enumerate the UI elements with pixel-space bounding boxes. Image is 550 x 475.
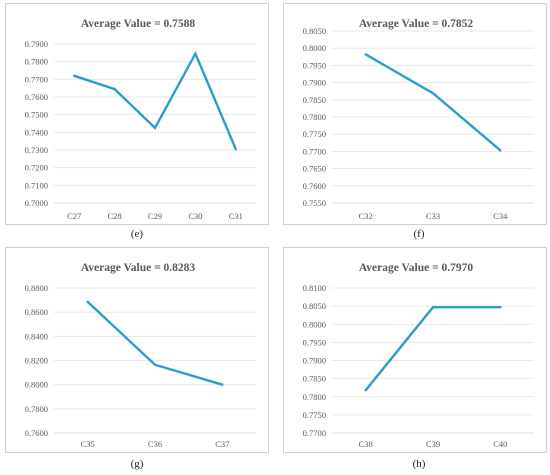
y-tick-label: 0.8800	[25, 283, 48, 293]
chart-panel-e: Average Value = 0.7588 0.7000 0.7100 0.7200…	[5, 3, 269, 225]
y-tick-label: 0.7550	[303, 198, 326, 208]
chart-panel-g: Average Value = 0.8283 0.7600 0.7800 0.8000…	[5, 247, 269, 453]
chart-panel-h: Average Value = 0.7970 0.7700 0.7750 0.7800…	[283, 247, 547, 453]
series-line	[364, 306, 501, 391]
y-tick-label: 0.8000	[25, 380, 48, 390]
y-tick-label: 0.7650	[303, 164, 326, 174]
y-tick-label: 0.8100	[303, 283, 326, 293]
data-point	[113, 87, 116, 91]
caption-f: (f)	[413, 228, 425, 240]
y-tick-label: 0.7600	[303, 181, 326, 191]
y-tick-label: 0.7800	[303, 392, 326, 402]
y-tick-label: 0.7850	[303, 95, 326, 105]
data-point	[153, 363, 157, 366]
x-tick-label: C28	[108, 211, 122, 221]
caption-h: (h)	[412, 458, 426, 470]
x-tick-label: C32	[359, 211, 373, 221]
data-point	[364, 389, 367, 392]
y-tick-label: 0.7700	[303, 428, 326, 438]
data-point	[499, 149, 502, 152]
series-line	[73, 50, 237, 150]
x-tick-label: C29	[148, 211, 162, 221]
y-tick-label: 0.7700	[25, 74, 48, 84]
y-tick-label: 0.8050	[303, 26, 326, 36]
x-tick-label: C39	[426, 439, 440, 449]
data-point	[194, 52, 197, 55]
y-tick-label: 0.7800	[25, 57, 48, 67]
series-line	[86, 301, 223, 386]
data-point	[431, 92, 435, 95]
y-tick-label: 0.7000	[25, 198, 48, 208]
line-chart: Average Value = 0.7588 0.7000 0.7100 0.7200…	[25, 18, 256, 221]
x-tick-label: C35	[81, 439, 95, 449]
y-tick-label: 0.7800	[25, 404, 48, 414]
series-line	[365, 53, 502, 152]
x-tick-label: C30	[188, 211, 202, 221]
chart-title: Average Value = 0.7852	[359, 18, 474, 30]
data-point	[221, 383, 224, 386]
y-tick-label: 0.7400	[25, 127, 48, 137]
caption-g: (g)	[130, 458, 144, 470]
y-tick-label: 0.7300	[25, 145, 48, 155]
caption-e: (e)	[130, 228, 144, 240]
y-tick-label: 0.7900	[303, 356, 326, 366]
line-chart: Average Value = 0.8283 0.7600 0.7800 0.8000…	[25, 262, 256, 449]
y-tick-label: 0.7750	[303, 410, 326, 420]
x-tick-label: C40	[493, 439, 507, 449]
y-tick-label: 0.7100	[25, 180, 48, 190]
data-point	[431, 306, 435, 309]
y-tick-label: 0.7950	[303, 60, 326, 70]
y-tick-label: 0.7200	[25, 163, 48, 173]
y-tick-label: 0.7750	[303, 129, 326, 139]
x-tick-label: C31	[229, 211, 243, 221]
x-tick-label: C38	[359, 439, 373, 449]
y-tick-label: 0.8000	[303, 43, 326, 53]
line-chart: Average Value = 0.7852 0.7550 0.7600 0.7650…	[303, 18, 534, 221]
x-tick-label: C34	[493, 211, 508, 221]
x-tick-label: C37	[215, 439, 229, 449]
x-tick-label: C33	[426, 211, 440, 221]
chart-title: Average Value = 0.7588	[81, 18, 196, 30]
chart-title: Average Value = 0.7970	[359, 262, 474, 274]
y-tick-label: 0.7850	[303, 374, 326, 384]
y-tick-label: 0.7600	[25, 428, 48, 438]
y-tick-label: 0.8000	[303, 319, 326, 329]
y-tick-label: 0.8050	[303, 301, 326, 311]
line-chart: Average Value = 0.7970 0.7700 0.7750 0.7800…	[303, 262, 534, 449]
y-tick-label: 0.7950	[303, 337, 326, 347]
data-point	[73, 74, 76, 78]
y-tick-label: 0.7500	[25, 110, 48, 120]
y-tick-label: 0.7600	[25, 92, 48, 102]
y-tick-label: 0.8200	[25, 356, 48, 366]
y-tick-label: 0.8600	[25, 307, 48, 317]
data-point	[234, 147, 237, 151]
y-tick-label: 0.7800	[303, 112, 326, 122]
data-point	[499, 306, 502, 309]
chart-title: Average Value = 0.8283	[81, 262, 196, 274]
chart-panel-f: Average Value = 0.7852 0.7550 0.7600 0.7650…	[283, 3, 547, 225]
y-tick-label: 0.8400	[25, 331, 48, 341]
data-point	[364, 53, 367, 56]
x-tick-label: C27	[67, 211, 81, 221]
y-tick-label: 0.7700	[303, 146, 326, 156]
y-tick-label: 0.7900	[303, 78, 326, 88]
data-point	[86, 300, 89, 304]
y-tick-label: 0.7900	[25, 39, 48, 49]
x-tick-label: C36	[148, 439, 162, 449]
data-point	[153, 126, 157, 130]
